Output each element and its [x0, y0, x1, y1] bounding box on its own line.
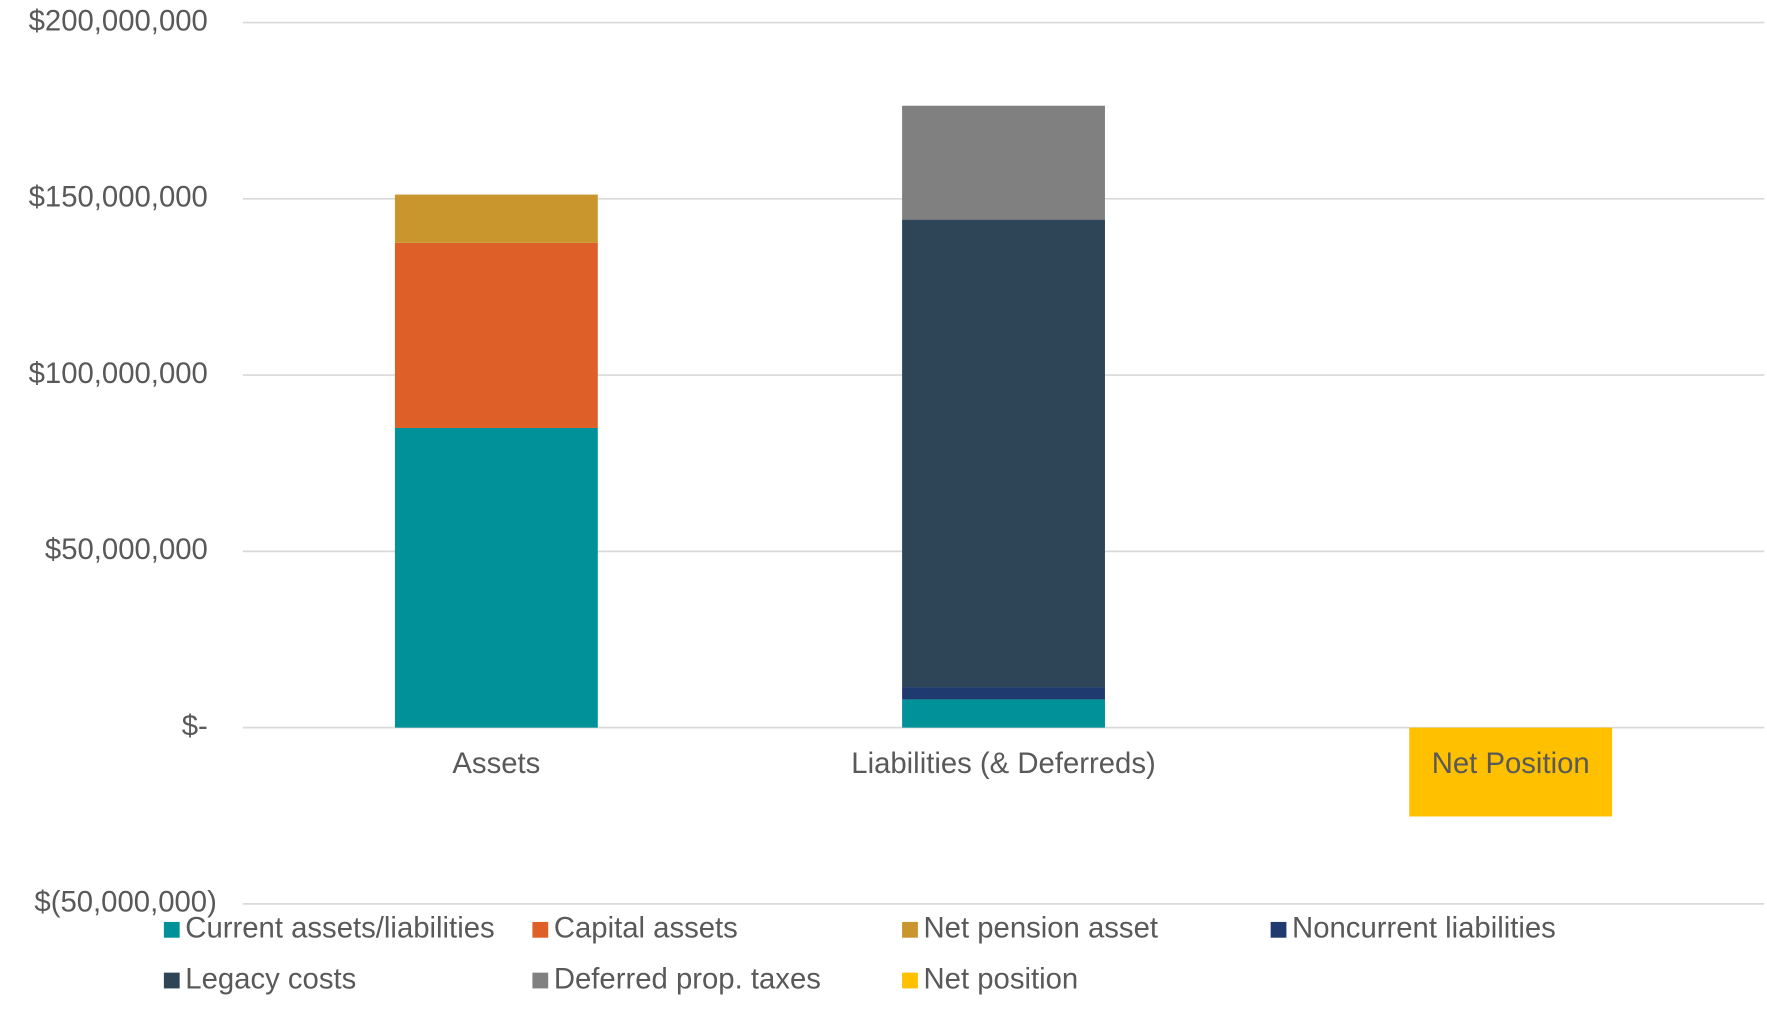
legend-swatch — [163, 972, 180, 989]
legend-swatch — [1270, 921, 1287, 938]
x-tick-label: Assets — [452, 747, 540, 780]
bar-segment — [394, 242, 598, 428]
y-tick-label: $- — [182, 709, 208, 742]
legend-label: Legacy costs — [185, 962, 356, 995]
bar-segment — [1409, 727, 1613, 817]
legend-label: Net pension asset — [924, 912, 1159, 945]
bar-segment — [902, 699, 1105, 728]
legend-label: Deferred prop. taxes — [554, 962, 821, 995]
legend-swatch — [902, 921, 918, 938]
y-tick-label: $50,000,000 — [45, 533, 208, 566]
legend-swatch — [163, 921, 180, 938]
y-tick-label: $(50,000,000) — [34, 886, 216, 919]
legend-label: Net position — [924, 962, 1079, 995]
bar-segment — [394, 194, 598, 243]
y-tick-label: $100,000,000 — [29, 357, 208, 390]
legend-label: Noncurrent liabilities — [1292, 912, 1556, 945]
bar-segment — [394, 427, 598, 728]
legend-swatch — [902, 972, 918, 989]
x-tick-label: Liabilities (& Deferreds) — [851, 747, 1155, 780]
y-tick-label: $200,000,000 — [29, 4, 208, 37]
bar-segment — [902, 219, 1105, 688]
legend-label: Current assets/liabilities — [185, 912, 494, 945]
bar-segment — [902, 105, 1105, 220]
legend-swatch — [532, 972, 549, 989]
x-tick-label: Net Position — [1432, 747, 1590, 780]
legend-swatch — [532, 921, 549, 938]
bar-segment — [902, 687, 1105, 700]
legend-label: Capital assets — [554, 912, 738, 945]
y-tick-label: $150,000,000 — [29, 181, 208, 214]
